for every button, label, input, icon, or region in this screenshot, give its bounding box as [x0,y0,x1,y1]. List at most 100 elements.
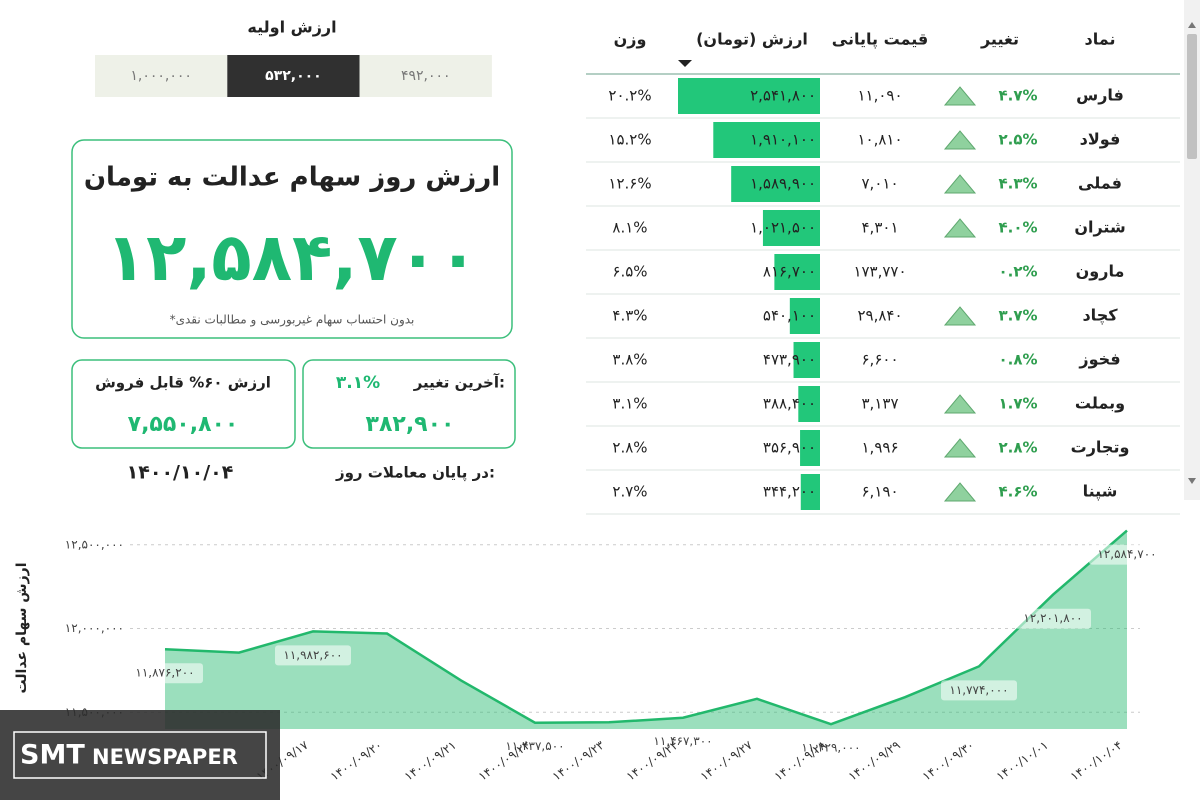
x-tick-label: ۱۴۰۰/۰۹/۳۰ [920,738,977,784]
selector-option-label[interactable]: ۱,۰۰۰,۰۰۰ [130,68,192,84]
value-label: ۱,۹۱۰,۱۰۰ [750,131,816,149]
value-label: ۱۱,۴۶۷,۳۰۰ [653,734,712,748]
sellable-card [71,359,296,449]
selector-option[interactable] [359,55,492,97]
price: ۲۹,۸۴۰ [857,307,902,325]
price: ۱۰,۸۱۰ [857,131,902,149]
symbol: مارون [1076,262,1125,281]
selector-option-label[interactable]: ۴۹۲,۰۰۰ [401,68,451,84]
up-arrow [943,174,977,194]
up-arrow [943,482,977,502]
scroll-down[interactable] [1188,478,1196,484]
change: ۳.۷% [998,307,1037,325]
change-percent: ۳.۱% [336,373,380,393]
selector-option[interactable] [227,55,360,97]
value-label-bg [1015,608,1091,629]
value-label: ۳۸۸,۴۰۰ [763,395,816,413]
symbol: فارس [1076,86,1124,105]
x-tick-label: ۱۴۰۰/۱۰/۰۱ [994,738,1051,784]
weight: ۸.۱% [612,219,647,237]
up-arrow [943,218,977,238]
change-label: آخرین تغییر: [413,374,505,392]
table-header: قیمت پایانی [832,30,928,50]
up-arrow [943,306,977,326]
price: ۱۷۳,۷۷۰ [853,263,906,281]
price: ۷,۰۱۰ [862,175,899,193]
weight: ۳.۸% [612,351,647,369]
change-value: ۳۸۲,۹۰۰ [366,412,455,437]
value-label: ۱۱,۸۷۶,۲۰۰ [135,666,194,680]
value-bar [798,386,820,422]
change: ۱.۷% [998,395,1037,413]
value-bar [774,254,820,290]
y-axis-label: ارزش سهام عدالت [14,562,30,693]
change: ۲.۵% [998,131,1037,149]
value-label: ۱۱,۴۳۷,۵۰۰ [505,739,564,753]
value-label-bg [275,645,351,666]
symbol: شتران [1074,218,1125,237]
weight: ۱۲.۶% [608,175,651,193]
value-bar [731,166,820,202]
table-header[interactable]: ارزش (تومان) [696,30,808,49]
symbol: فخوز [1078,350,1120,369]
closing-label: در پایان معاملات روز: [335,464,495,483]
value-label: ۱,۰۲۱,۵۰۰ [750,219,816,237]
change: ۴.۳% [998,175,1037,193]
selector-title: ارزش اولیه [247,18,336,37]
scroll-up[interactable] [1188,22,1196,28]
selector-option-label[interactable]: ۵۳۲,۰۰۰ [265,68,322,84]
watermark-box [0,710,280,800]
weight: ۳.۱% [612,395,647,413]
value-bar [793,342,820,378]
change: ۰.۸% [998,351,1037,369]
value-bar [762,210,820,246]
symbol: فولاد [1080,130,1121,149]
weight: ۴.۳% [612,307,647,325]
value-label: ۲,۵۴۱,۸۰۰ [750,87,816,105]
sort-arrow[interactable] [678,60,692,67]
summary-title: ارزش روز سهام عدالت به تومان [84,163,500,193]
price: ۶,۱۹۰ [862,483,899,501]
value-label: ۱۱,۹۸۲,۶۰۰ [283,648,342,662]
weight: ۶.۵% [612,263,647,281]
change: ۲.۸% [998,439,1037,457]
summary-card [71,139,513,339]
value-label: ۱۱,۷۷۴,۰۰۰ [949,683,1008,697]
value-label: ۸۱۶,۷۰۰ [763,263,816,281]
symbol: فملی [1078,174,1122,193]
selector: ۱,۰۰۰,۰۰۰ ۵۳۲,۰۰۰ ۴۹۲,۰۰۰ [95,55,492,97]
value-bar [713,122,820,158]
price: ۱,۹۹۶ [862,439,899,457]
summary-value: ۱۲,۵۸۴,۷۰۰ [106,219,478,296]
scrollbar-thumb[interactable] [1187,34,1197,159]
value-label: ۵۴۰,۱۰۰ [763,307,816,325]
change: ۴.۷% [998,87,1037,105]
symbol: وبملت [1075,394,1125,413]
up-arrow [943,438,977,458]
value-label: ۱۱,۴۲۹,۰۰۰ [801,741,860,755]
y-tick-label: ۱۲,۰۰۰,۰۰۰ [65,621,124,635]
summary-note: *بدون احتساب سهام غیربورسی و مطالبات نقد… [170,313,415,328]
selector-option[interactable] [95,55,228,97]
up-arrow [943,130,977,150]
table-header: تغییر [980,30,1019,49]
watermark-name: NEWSPAPER [92,745,238,769]
value-bar [789,298,820,334]
watermark-brand: SMT [20,740,85,771]
price: ۴,۳۰۱ [862,219,899,237]
price: ۱۱,۰۹۰ [857,87,902,105]
value-label-bg [941,680,1017,701]
value-bar [800,430,820,466]
price: ۳,۱۳۷ [862,395,899,413]
symbol: کچاد [1082,306,1118,326]
change: ۴.۰% [998,219,1037,237]
value-label: ۳۵۶,۹۰۰ [763,439,816,457]
value-label: ۱۲,۵۸۴,۷۰۰ [1097,547,1156,561]
value-label: ۴۷۳,۹۰۰ [763,351,816,369]
value-label: ۱۲,۲۰۱,۸۰۰ [1023,611,1082,625]
change: ۰.۲% [998,263,1037,281]
symbol: وتجارت [1071,438,1130,457]
line [164,529,1128,726]
